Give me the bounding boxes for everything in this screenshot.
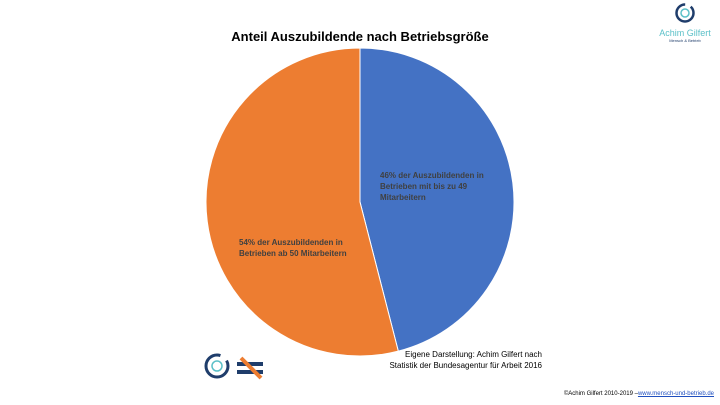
pie-slice-1	[205, 47, 399, 357]
logo-name: Achim Gilfert	[659, 28, 711, 38]
source-line-1: Eigene Darstellung: Achim Gilfert nach	[405, 350, 542, 359]
website-link[interactable]: www.mensch-und-betrieb.de	[637, 391, 714, 397]
source-note: Eigene Darstellung: Achim Gilfert nach S…	[380, 349, 542, 371]
bottom-logos	[204, 353, 263, 380]
footer: ©Achim Gilfert 2010-2019 –www.mensch-und…	[564, 391, 714, 397]
logo-circle-icon	[204, 353, 230, 379]
slice-label-large-firms: 54% der Auszubildenden in Betrieben ab 5…	[239, 238, 347, 258]
copyright: ©Achim Gilfert 2010-2019 –	[563, 391, 638, 397]
slice-label-small-firms: 46% der Auszubildenden in Betrieben mit …	[380, 171, 484, 202]
source-line-2: Statistik der Bundesagentur für Arbeit 2…	[389, 361, 542, 370]
logo-icon	[675, 3, 695, 23]
pie-slice-0	[359, 47, 515, 352]
chart-title: Anteil Auszubildende nach Betriebsgröße	[231, 29, 489, 44]
logo-subtitle: Mensch & Betrieb	[669, 38, 701, 43]
equals-icon	[237, 362, 263, 366]
brand-logo: Achim Gilfert Mensch & Betrieb	[655, 2, 715, 43]
